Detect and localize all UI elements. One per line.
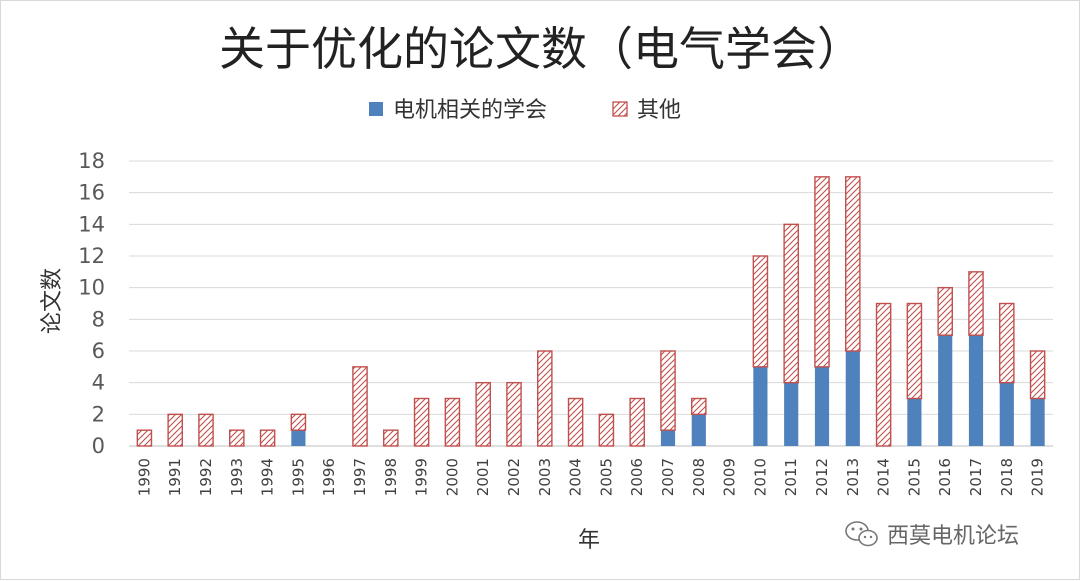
bar-other-2005	[598, 413, 615, 447]
x-tick-label: 2000	[443, 458, 461, 496]
bar-other-2016	[937, 286, 953, 336]
legend-label-electrical: 电机相关的学会	[393, 98, 547, 123]
x-tick-label: 2010	[751, 458, 769, 496]
y-axis-label: 论文数	[40, 268, 65, 334]
bar-electrical-2019	[1030, 398, 1045, 446]
bar-other-1992	[198, 413, 214, 447]
x-tick-label: 2015	[905, 458, 923, 496]
bar-other-2003	[537, 350, 553, 447]
bar-electrical-2013	[845, 351, 860, 446]
bar-other-2017	[968, 271, 984, 336]
x-axis-ticks: 1990 1991 1992 1993 1994 1995 1996 1997 1998 1999…	[135, 458, 1046, 496]
y-tick-label: 18	[78, 149, 105, 173]
x-tick-label: 2018	[998, 458, 1016, 496]
x-tick-label: 2007	[659, 458, 677, 496]
x-tick-label: 1999	[413, 458, 431, 496]
y-tick-label: 6	[92, 339, 105, 363]
x-tick-label: 2012	[813, 458, 831, 496]
bar-electrical-2018	[999, 382, 1014, 446]
y-tick-label: 0	[92, 434, 105, 458]
bar-other-1990	[136, 429, 153, 447]
bar-other-2007	[660, 350, 676, 431]
bar-electrical-2016	[938, 335, 953, 446]
x-tick-label: 2009	[721, 458, 739, 496]
x-tick-label: 2016	[936, 458, 954, 496]
chart-title: 关于优化的论文数（电气学会）	[219, 22, 863, 76]
bar-other-2001	[475, 381, 491, 447]
bar-other-2011	[783, 223, 799, 384]
x-tick-label: 2014	[875, 458, 893, 496]
legend-swatch-electrical	[369, 102, 383, 116]
bar-other-1991	[167, 413, 183, 447]
x-tick-label: 2003	[536, 458, 554, 496]
bar-other-1993	[229, 429, 245, 447]
bar-other-1994	[259, 429, 276, 447]
bar-electrical-2015	[907, 398, 922, 446]
bars	[136, 176, 1046, 447]
bar-other-2012	[814, 176, 830, 368]
legend-label-other: 其他	[637, 98, 681, 123]
x-tick-label: 1997	[351, 458, 369, 496]
x-tick-label: 2011	[782, 458, 800, 496]
bar-other-2013	[845, 176, 861, 352]
bar-other-2018	[999, 302, 1015, 384]
y-axis-ticks: 0 2 4 6 8 10 12 14 16 18	[78, 149, 105, 458]
bar-other-1998	[383, 429, 399, 447]
bar-other-2008	[691, 397, 707, 416]
bar-electrical-2007	[660, 430, 676, 446]
x-tick-label: 2002	[505, 458, 523, 496]
bar-other-2014	[875, 302, 892, 447]
x-tick-label: 1996	[320, 458, 338, 496]
bar-other-2010	[752, 255, 769, 368]
x-tick-label: 2004	[567, 458, 585, 496]
y-tick-label: 2	[92, 402, 105, 426]
x-tick-label: 2013	[844, 458, 862, 496]
x-tick-label: 1990	[135, 458, 153, 496]
x-tick-label: 2008	[690, 458, 708, 496]
bar-electrical-2017	[968, 335, 984, 446]
bar-electrical-2010	[753, 366, 768, 446]
grid	[129, 160, 1053, 447]
x-tick-label: 1998	[382, 458, 400, 496]
x-tick-label: 2006	[628, 458, 646, 496]
bar-electrical-2011	[784, 382, 799, 446]
legend: 电机相关的学会 其他	[369, 98, 681, 123]
x-tick-label: 1994	[259, 458, 277, 496]
y-tick-label: 10	[78, 276, 105, 300]
bar-other-2002	[506, 381, 522, 447]
x-tick-label: 1995	[289, 458, 307, 496]
bar-other-1999	[413, 397, 430, 447]
watermark: 西莫电机论坛	[845, 521, 1019, 549]
y-tick-label: 14	[78, 212, 105, 236]
bar-other-2019	[1029, 350, 1046, 400]
bar-other-2004	[567, 397, 584, 447]
bar-electrical-2012	[814, 366, 830, 446]
x-tick-label: 2005	[597, 458, 615, 496]
y-tick-label: 8	[92, 307, 105, 331]
watermark-text: 西莫电机论坛	[887, 524, 1019, 549]
bar-electrical-1995	[291, 430, 306, 446]
bar-other-2006	[629, 397, 645, 447]
x-tick-label: 1992	[197, 458, 215, 496]
x-tick-label: 2017	[967, 458, 985, 496]
y-tick-label: 16	[78, 181, 105, 205]
bar-electrical-2008	[691, 414, 706, 446]
x-tick-label: 1991	[166, 458, 184, 496]
bar-other-2000	[444, 397, 461, 447]
bar-other-1997	[352, 366, 368, 447]
bar-other-2015	[906, 302, 923, 400]
x-tick-label: 2001	[474, 458, 492, 496]
x-tick-label: 2019	[1029, 458, 1047, 496]
legend-swatch-other	[612, 101, 628, 117]
bar-other-1995	[290, 413, 307, 431]
x-axis-label: 年	[578, 528, 600, 553]
wechat-icon	[845, 521, 878, 547]
y-tick-label: 4	[92, 371, 105, 395]
x-tick-label: 1993	[228, 458, 246, 496]
y-tick-label: 12	[78, 244, 105, 268]
